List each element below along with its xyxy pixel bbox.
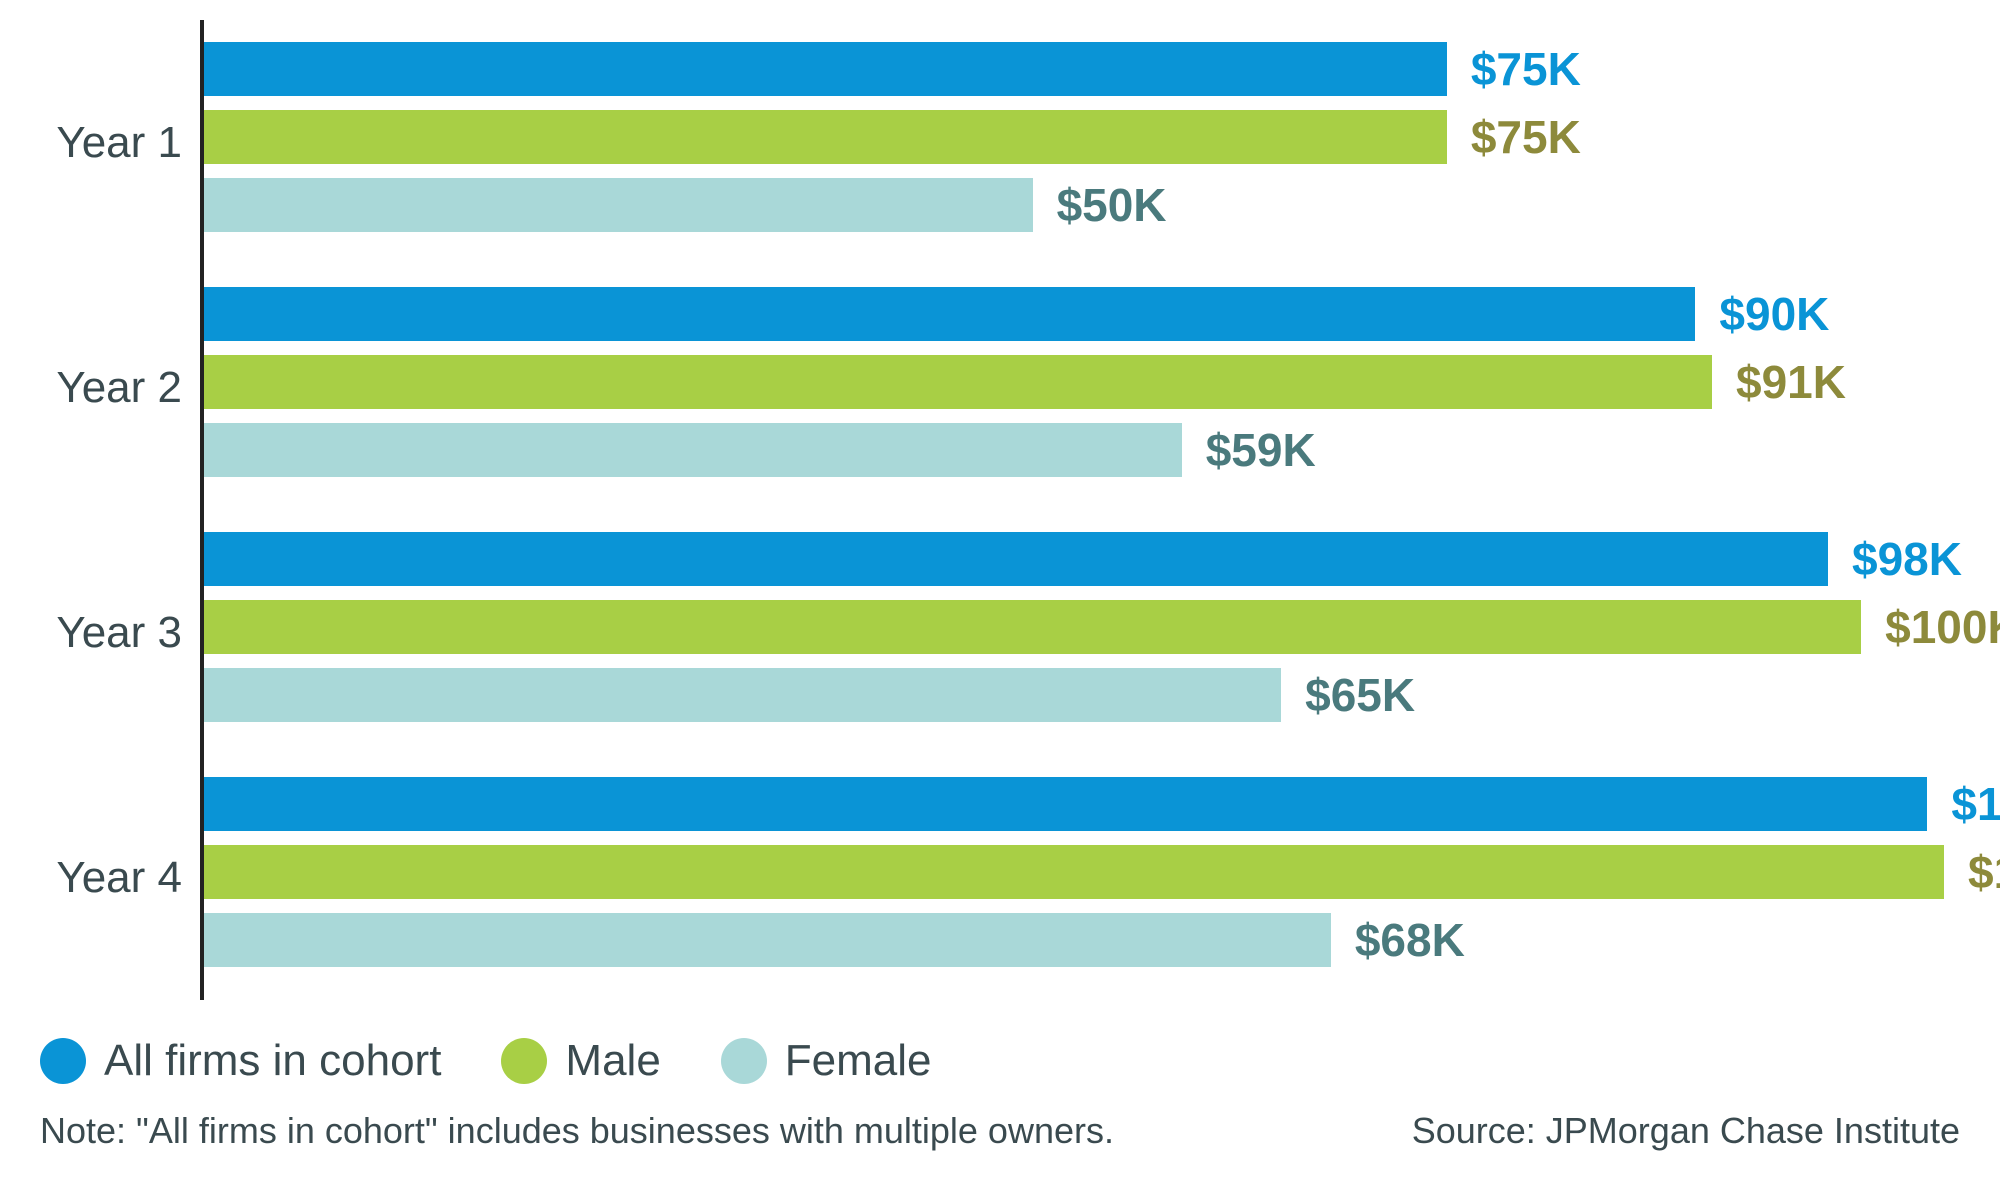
bar-group: $98K $100K $65K — [204, 510, 2000, 755]
bar-group: $90K $91K $59K — [204, 265, 2000, 510]
bar-row: $75K — [204, 110, 2000, 164]
legend-item-all: All firms in cohort — [40, 1036, 441, 1086]
category-label: Year 4 — [56, 853, 182, 903]
bar-all — [204, 42, 1447, 96]
bar-row: $90K — [204, 287, 2000, 341]
bar-group: $75K $75K $50K — [204, 20, 2000, 265]
y-axis-label-row: Year 3 — [40, 510, 200, 755]
bar-female — [204, 178, 1033, 232]
footer-note: Note: "All firms in cohort" includes bus… — [40, 1110, 1114, 1152]
legend-label: Female — [785, 1036, 932, 1086]
bar-row: $65K — [204, 668, 2000, 722]
legend: All firms in cohort Male Female — [40, 1036, 1960, 1086]
bars-column: $75K $75K $50K $90K $91K $59K $98K $100K $65K $10… — [200, 20, 2000, 1000]
bar-value-label: $90K — [1719, 287, 1829, 341]
bar-value-label: $65K — [1305, 668, 1415, 722]
bar-row: $59K — [204, 423, 2000, 477]
bar-value-label: $100K — [1885, 600, 2000, 654]
bar-female — [204, 913, 1331, 967]
bar-value-label: $105K — [1968, 845, 2000, 899]
y-axis-label-row: Year 2 — [40, 265, 200, 510]
bar-row: $75K — [204, 42, 2000, 96]
bar-female — [204, 668, 1281, 722]
bar-all — [204, 532, 1828, 586]
chart-container: Year 1 Year 2 Year 3 Year 4 $75K $75K $50K… — [0, 0, 2000, 1198]
bar-male — [204, 355, 1712, 409]
legend-swatch-icon — [40, 1038, 86, 1084]
legend-swatch-icon — [501, 1038, 547, 1084]
y-axis-label-row: Year 1 — [40, 20, 200, 265]
legend-label: Male — [565, 1036, 660, 1086]
legend-label: All firms in cohort — [104, 1036, 441, 1086]
bar-male — [204, 845, 1944, 899]
bar-group: $104K $105K $68K — [204, 755, 2000, 1000]
category-label: Year 3 — [56, 608, 182, 658]
bar-row: $91K — [204, 355, 2000, 409]
bar-row: $98K — [204, 532, 2000, 586]
category-label: Year 2 — [56, 363, 182, 413]
footer-source: Source: JPMorgan Chase Institute — [1412, 1110, 1960, 1152]
bar-row: $50K — [204, 178, 2000, 232]
legend-item-male: Male — [501, 1036, 660, 1086]
y-axis-label-row: Year 4 — [40, 755, 200, 1000]
legend-item-female: Female — [721, 1036, 932, 1086]
bar-value-label: $98K — [1852, 532, 1962, 586]
bar-value-label: $59K — [1206, 423, 1316, 477]
bar-value-label: $104K — [1951, 777, 2000, 831]
y-axis-labels: Year 1 Year 2 Year 3 Year 4 — [40, 20, 200, 1000]
bar-value-label: $50K — [1057, 178, 1167, 232]
bar-value-label: $91K — [1736, 355, 1846, 409]
bar-male — [204, 110, 1447, 164]
bar-value-label: $75K — [1471, 110, 1581, 164]
bar-value-label: $68K — [1355, 913, 1465, 967]
bar-row: $105K — [204, 845, 2000, 899]
bar-row: $104K — [204, 777, 2000, 831]
bar-value-label: $75K — [1471, 42, 1581, 96]
bar-all — [204, 287, 1695, 341]
bar-female — [204, 423, 1182, 477]
bar-male — [204, 600, 1861, 654]
bar-all — [204, 777, 1927, 831]
category-label: Year 1 — [56, 118, 182, 168]
legend-swatch-icon — [721, 1038, 767, 1084]
chart-footer: Note: "All firms in cohort" includes bus… — [40, 1110, 1960, 1152]
bar-row: $68K — [204, 913, 2000, 967]
bar-row: $100K — [204, 600, 2000, 654]
plot-area: Year 1 Year 2 Year 3 Year 4 $75K $75K $50K… — [40, 20, 1960, 1000]
